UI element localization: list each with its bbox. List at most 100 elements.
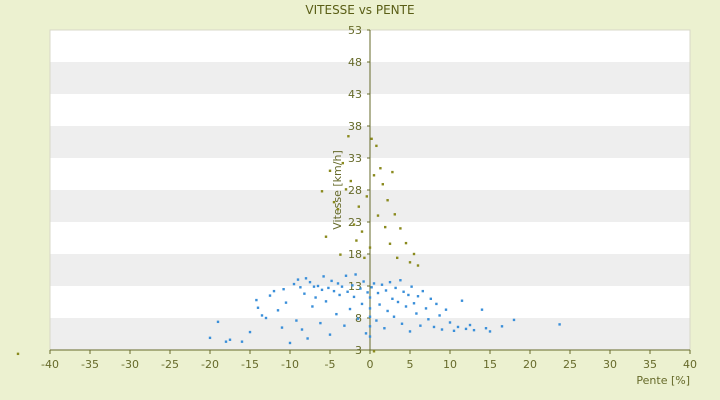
data-point (468, 323, 472, 327)
y-tick-label: 53 (348, 24, 362, 37)
x-tick-marks: -40 -35 -30 -25 -20 -15 -10 -5 0 5 10 15 20 25 30 35 40 (41, 350, 697, 371)
data-point (344, 274, 348, 277)
y-tick-label: 3 (355, 344, 362, 357)
data-point (393, 213, 396, 216)
data-point (460, 299, 464, 302)
x-tick-label: 30 (603, 358, 617, 371)
data-point (308, 280, 312, 284)
data-point (324, 300, 328, 303)
y-tick-label: 38 (348, 120, 362, 133)
data-point (320, 190, 324, 193)
data-point (391, 170, 394, 174)
data-point (416, 264, 420, 267)
data-point (391, 297, 394, 300)
data-point (255, 298, 258, 302)
data-point (404, 241, 408, 245)
data-point (322, 275, 325, 278)
y-tick-label: 48 (348, 56, 362, 69)
data-point (16, 352, 20, 356)
data-point (355, 239, 358, 242)
data-point (368, 315, 372, 318)
data-point (368, 307, 372, 310)
x-tick-label: -5 (325, 358, 336, 371)
y-tick-labels: 38131823283338434853 (348, 24, 370, 357)
data-point (280, 326, 284, 329)
data-point (336, 208, 340, 211)
data-point (311, 305, 314, 308)
data-point (330, 279, 333, 283)
data-point (284, 301, 288, 304)
y-tick-label: 28 (348, 184, 362, 197)
data-point (295, 319, 298, 322)
data-point (341, 161, 344, 165)
x-tick-label: 35 (643, 358, 657, 371)
data-point (306, 337, 309, 340)
data-point (332, 200, 336, 204)
data-point (328, 333, 332, 336)
y-tick-label: 43 (348, 88, 362, 101)
data-point (472, 328, 476, 332)
data-point (370, 137, 373, 140)
data-point (351, 284, 354, 287)
data-point (360, 302, 364, 306)
data-point (444, 308, 448, 311)
data-point (375, 144, 378, 148)
data-point (338, 293, 341, 297)
data-point (372, 174, 376, 177)
data-point (386, 199, 389, 202)
data-point (375, 319, 378, 322)
data-point (359, 287, 362, 290)
data-point (319, 321, 322, 325)
data-point (276, 309, 280, 312)
data-point (347, 135, 350, 138)
data-point (410, 285, 413, 288)
data-point (304, 277, 308, 280)
data-point (288, 341, 292, 345)
data-point (335, 312, 338, 316)
data-point (412, 302, 416, 305)
data-point (303, 292, 306, 295)
data-point (416, 295, 420, 298)
data-point (248, 330, 252, 334)
data-point (392, 315, 396, 318)
data-point (558, 323, 561, 326)
chart-title: VITESSE vs PENTE (305, 3, 414, 17)
data-point (316, 284, 320, 288)
data-point (378, 303, 381, 306)
x-tick-label: 10 (443, 358, 457, 371)
data-point (368, 325, 372, 328)
data-point (208, 336, 212, 340)
data-point (339, 253, 342, 256)
data-point (370, 286, 373, 289)
y-tick-label: 33 (348, 152, 362, 165)
data-point (404, 305, 408, 308)
x-tick-label: 0 (367, 358, 374, 371)
data-point (328, 169, 332, 172)
data-point (272, 289, 276, 293)
data-point (320, 288, 324, 292)
data-point (500, 325, 504, 328)
y-tick-label: 23 (348, 216, 362, 229)
data-point (228, 338, 232, 341)
data-point (384, 289, 388, 292)
data-point (368, 296, 372, 299)
data-point (363, 256, 366, 260)
data-point (292, 282, 296, 286)
data-point (438, 314, 441, 317)
data-point (480, 308, 484, 311)
data-point (368, 335, 372, 338)
data-point (368, 246, 372, 249)
data-point (312, 285, 316, 288)
data-point (264, 316, 268, 320)
data-point (379, 167, 382, 170)
data-point (384, 225, 387, 229)
x-tick-label: 15 (483, 358, 497, 371)
data-point (357, 205, 360, 208)
data-point (429, 297, 432, 300)
data-point (365, 195, 368, 198)
data-point (376, 291, 380, 295)
data-point (388, 242, 392, 245)
data-point (408, 330, 412, 333)
x-tick-label: -30 (121, 358, 139, 371)
